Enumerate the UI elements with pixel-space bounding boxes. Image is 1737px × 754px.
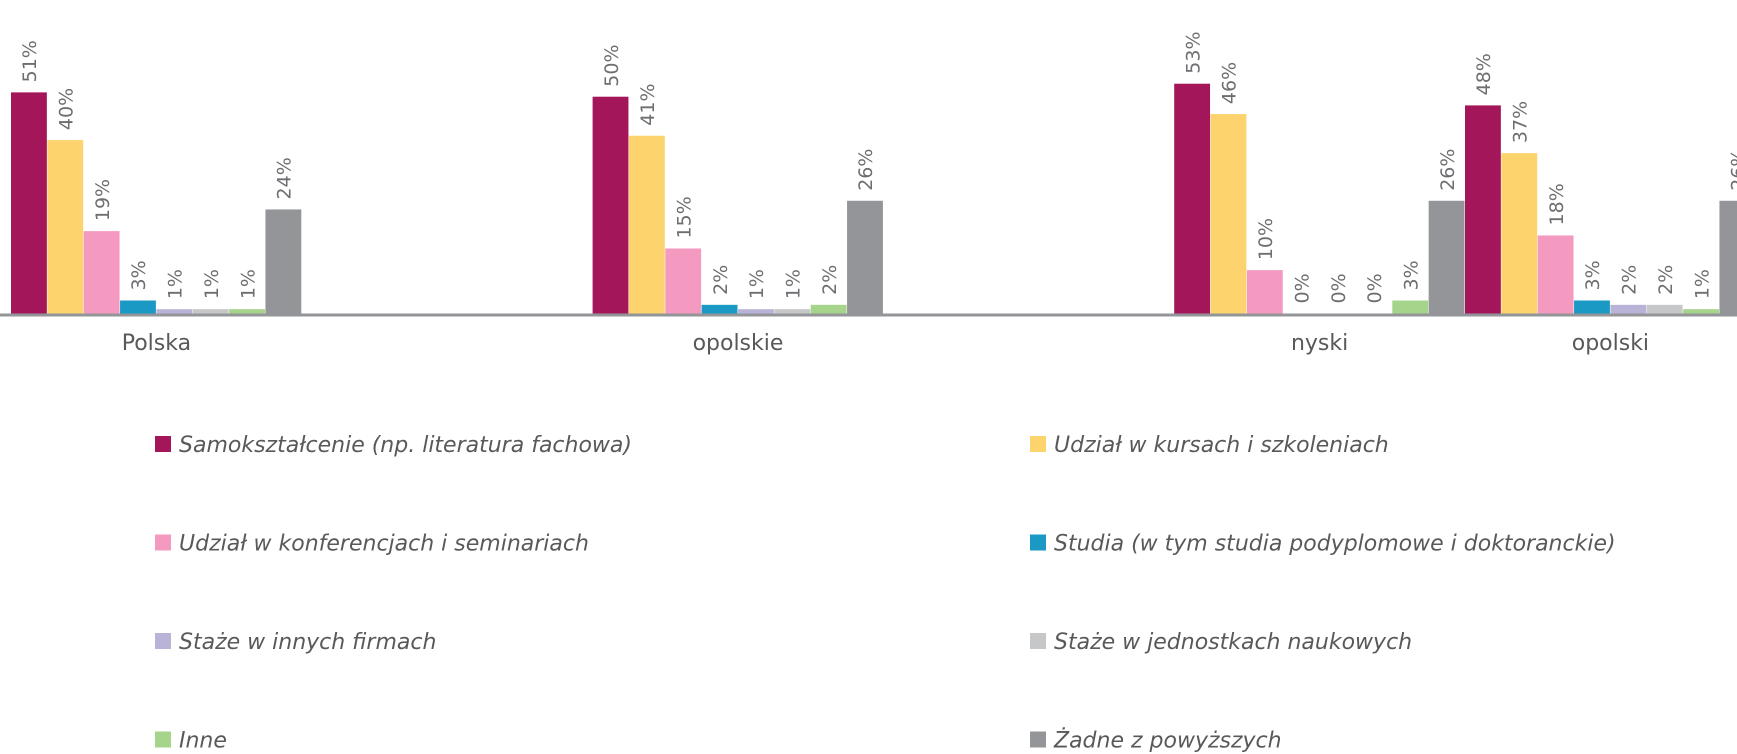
data-label: 1% — [783, 269, 805, 299]
data-label: 1% — [1691, 269, 1713, 299]
bar — [665, 248, 702, 314]
legend-label: Staże w jednostkach naukowych — [1054, 630, 1412, 655]
data-label: 50% — [601, 44, 623, 86]
data-label: 1% — [746, 269, 768, 299]
x-tick-label: opolski — [1572, 331, 1649, 356]
data-label: 3% — [1582, 260, 1604, 290]
bar — [1246, 270, 1283, 314]
data-label: 3% — [128, 260, 150, 290]
bar — [1574, 300, 1610, 314]
data-label: 10% — [1255, 218, 1277, 260]
bar — [229, 309, 265, 314]
bar — [47, 140, 84, 314]
legend-swatch — [155, 633, 171, 649]
data-label: 3% — [1400, 260, 1422, 290]
bar — [1537, 235, 1574, 314]
bar — [1501, 153, 1538, 314]
bar — [265, 209, 302, 314]
data-label: 26% — [1437, 149, 1459, 191]
data-label: 48% — [1473, 53, 1495, 95]
legend-swatch — [1030, 731, 1046, 748]
bar — [810, 304, 847, 314]
data-label: 1% — [237, 269, 259, 299]
data-label: 41% — [637, 84, 659, 126]
data-label: 2% — [1619, 265, 1641, 295]
data-label: 19% — [92, 179, 114, 221]
data-label: 0% — [1291, 273, 1313, 303]
bar — [592, 96, 629, 314]
data-label: 0% — [1328, 273, 1350, 303]
bar — [1610, 304, 1647, 314]
data-label: 2% — [819, 265, 841, 295]
data-label: 26% — [855, 149, 877, 191]
legend-label: Samokształcenie (np. literatura fachowa) — [179, 433, 632, 458]
legend-label: Udział w kursach i szkoleniach — [1054, 433, 1389, 458]
legend-swatch — [1030, 534, 1046, 551]
data-label: 53% — [1182, 31, 1204, 73]
bar — [1210, 114, 1247, 314]
bar — [11, 92, 47, 314]
bar — [628, 135, 665, 314]
bar — [83, 231, 120, 314]
bar — [1428, 200, 1465, 314]
legend-swatch — [1030, 436, 1046, 452]
data-label: 26% — [1728, 149, 1737, 191]
data-label: 51% — [19, 40, 41, 82]
bar — [1683, 309, 1719, 314]
data-label: 0% — [1364, 273, 1386, 303]
bar — [120, 300, 156, 314]
legend-label: Staże w innych firmach — [179, 630, 436, 655]
bar — [847, 200, 883, 314]
bar — [156, 309, 193, 314]
bar — [774, 309, 811, 314]
bar — [1465, 105, 1501, 314]
data-label: 24% — [274, 157, 296, 199]
legend-swatch — [155, 731, 171, 748]
bar — [701, 304, 738, 314]
legend-label: Żadne z powyższych — [1053, 728, 1282, 754]
bar — [1392, 300, 1429, 314]
legend-label: Inne — [179, 729, 227, 754]
data-label: 15% — [673, 196, 695, 238]
bar — [1174, 83, 1211, 314]
legend-swatch — [155, 534, 171, 551]
x-tick-label: Polska — [122, 331, 191, 356]
data-label: 1% — [165, 269, 187, 299]
legend-label: Studia (w tym studia podyplomowe i dokto… — [1054, 532, 1616, 557]
data-label: 2% — [710, 265, 732, 295]
bar — [192, 309, 229, 314]
data-label: 40% — [56, 88, 78, 130]
legend-swatch — [155, 436, 171, 452]
data-label: 46% — [1219, 62, 1241, 104]
legend-label: Udział w konferencjach i seminariach — [179, 532, 589, 557]
data-label: 2% — [1655, 265, 1677, 295]
legend-swatch — [1030, 633, 1046, 649]
x-tick-label: opolskie — [693, 331, 784, 356]
bar — [1719, 200, 1737, 314]
x-tick-label: nyski — [1291, 331, 1348, 356]
bar — [1646, 304, 1683, 314]
data-label: 18% — [1546, 183, 1568, 225]
data-label: 37% — [1510, 101, 1532, 143]
data-label: 1% — [201, 269, 223, 299]
bar — [738, 309, 774, 314]
